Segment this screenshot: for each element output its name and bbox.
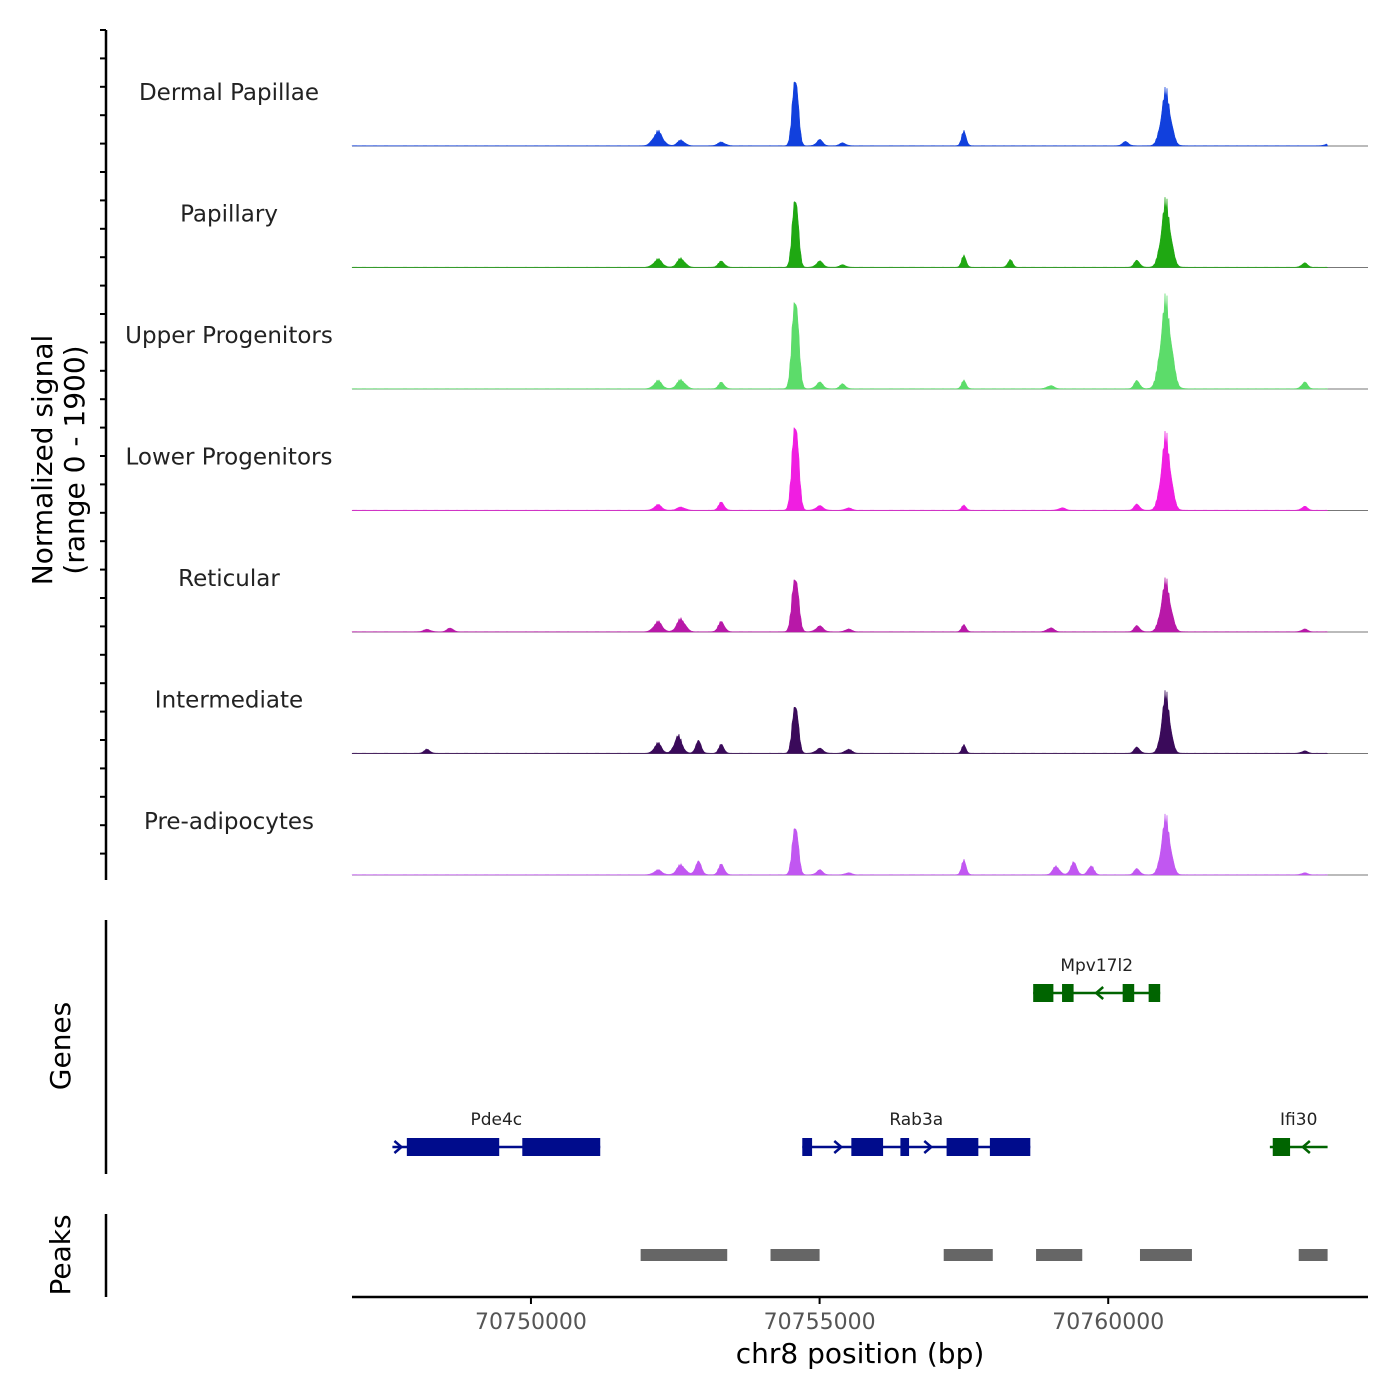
peak-region — [943, 1249, 993, 1261]
signal-tracks: Dermal Papillae Papillary Upper Progenitor… — [125, 80, 1368, 876]
track-label: Pre-adipocytes — [144, 809, 314, 835]
x-tick-label: 70755000 — [764, 1310, 876, 1335]
gene-pde4c: Pde4c — [392, 1110, 601, 1156]
x-tick-label: 70760000 — [1052, 1310, 1164, 1335]
x-tick-label: 70750000 — [475, 1310, 587, 1335]
track-label: Upper Progenitors — [125, 323, 333, 349]
x-axis-title: chr8 position (bp) — [736, 1337, 985, 1370]
gene-exon — [802, 1138, 813, 1156]
gene-ifi30: Ifi30 — [1269, 1110, 1328, 1156]
track-label: Dermal Papillae — [139, 80, 319, 106]
gene-exon — [1148, 984, 1161, 1002]
track-label: Papillary — [180, 202, 278, 228]
peak-region — [1139, 1249, 1192, 1261]
strand-arrow — [393, 1140, 404, 1154]
peak-region — [640, 1249, 728, 1261]
strand-arrow — [1094, 986, 1104, 1000]
track-lower-progenitors: Lower Progenitors — [126, 426, 1368, 511]
axes: 70750000 70755000 70760000 — [100, 29, 1368, 1335]
track-papillary: Papillary — [180, 197, 1368, 268]
y-axis-title-range: (range 0 - 1900) — [58, 345, 91, 574]
gene-label: Ifi30 — [1280, 1110, 1317, 1130]
track-intermediate: Intermediate — [155, 688, 1368, 754]
peaks-panel-title: Peaks — [44, 1214, 77, 1295]
signal-area — [351, 813, 1328, 876]
gene-label: Rab3a — [889, 1110, 943, 1130]
gene-exon — [1122, 984, 1135, 1002]
strand-arrow — [923, 1140, 934, 1154]
signal-area — [351, 690, 1328, 754]
gene-exon — [1062, 984, 1074, 1002]
strand-arrow — [1300, 1140, 1311, 1154]
gene-exon — [522, 1138, 601, 1156]
signal-area — [351, 426, 1328, 511]
peak-track — [640, 1249, 1328, 1261]
gene-exon — [946, 1138, 979, 1156]
strand-arrow — [833, 1140, 844, 1154]
peak-region — [1298, 1249, 1328, 1261]
peak-region — [1036, 1249, 1083, 1261]
gene-mpv17l2: Mpv17l2 — [1033, 956, 1161, 1002]
track-label: Lower Progenitors — [126, 445, 333, 471]
track-label: Reticular — [178, 566, 280, 592]
gene-label: Mpv17l2 — [1060, 956, 1133, 976]
genes-panel-title: Genes — [44, 1002, 77, 1090]
track-dermal-papillae: Dermal Papillae — [139, 80, 1368, 147]
gene-exon — [406, 1138, 500, 1156]
gene-label: Pde4c — [470, 1110, 522, 1130]
signal-area — [351, 81, 1328, 147]
peak-region — [770, 1249, 820, 1261]
gene-exon — [1033, 984, 1054, 1002]
track-reticular: Reticular — [178, 566, 1368, 633]
gene-track: Pde4c Rab3a Mpv17l2 Ifi30 — [392, 956, 1328, 1156]
track-upper-progenitors: Upper Progenitors — [125, 293, 1368, 390]
gene-exon — [851, 1138, 884, 1156]
track-label: Intermediate — [155, 688, 303, 714]
y-axis-title: Normalized signal — [26, 335, 59, 586]
signal-area — [351, 197, 1328, 268]
gene-exon — [1272, 1138, 1291, 1156]
gene-exon — [989, 1138, 1031, 1156]
gene-exon — [900, 1138, 910, 1156]
track-pre-adipocytes: Pre-adipocytes — [144, 809, 1368, 876]
signal-area — [351, 577, 1328, 633]
gene-rab3a: Rab3a — [802, 1110, 1031, 1156]
signal-area — [351, 293, 1328, 390]
